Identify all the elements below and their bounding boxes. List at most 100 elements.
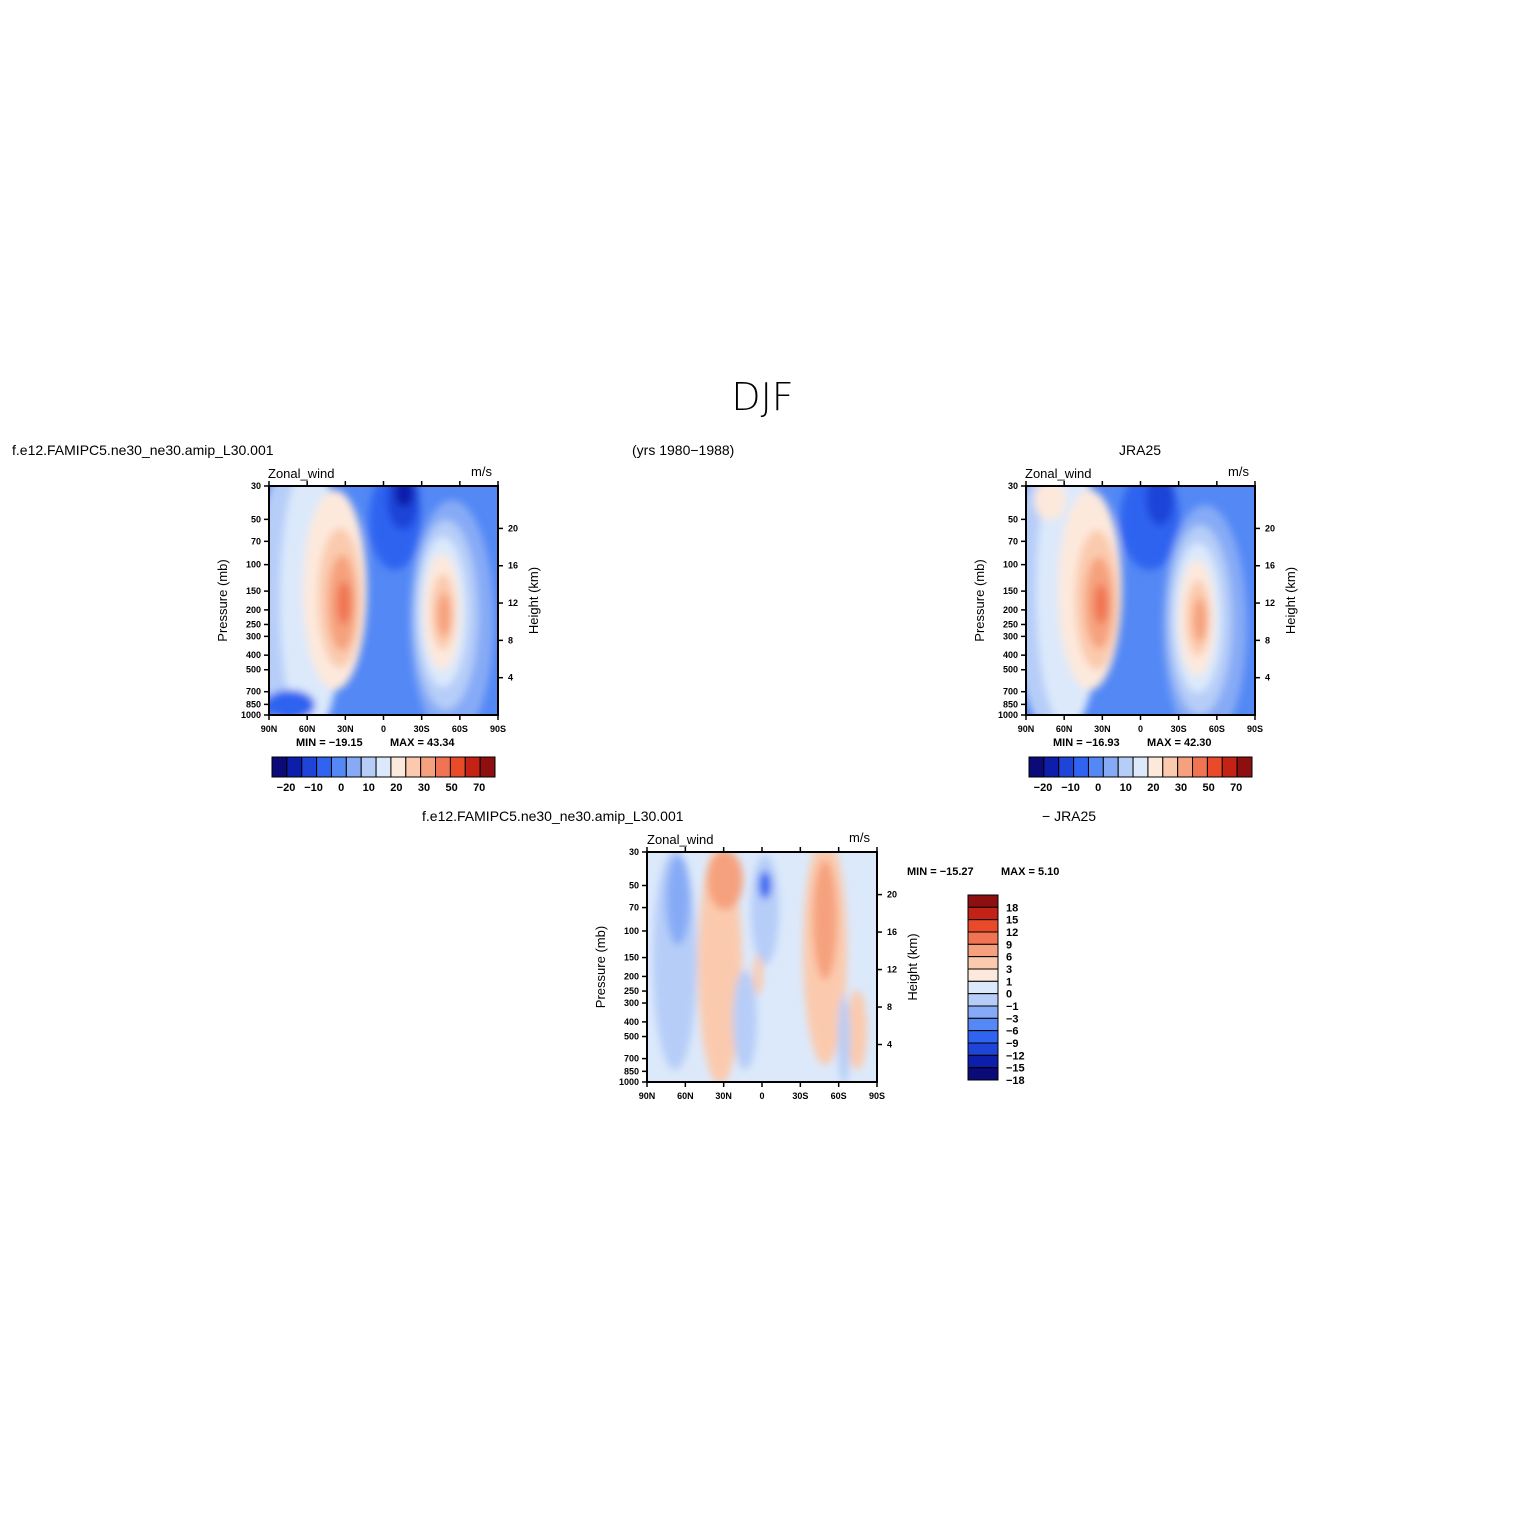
obs-colorbar-label: 0 — [1095, 782, 1101, 794]
model-panel — [268, 485, 499, 716]
model-ytick-label: 70 — [251, 536, 261, 546]
obs-colorbar-label: 20 — [1147, 782, 1159, 794]
obs-colorbar-label: 50 — [1202, 782, 1214, 794]
model-colorbar-swatch — [330, 756, 347, 778]
diff-sh-pos — [803, 852, 847, 1065]
obs-lighter-band — [1036, 486, 1100, 715]
model-nh-jet-core — [337, 581, 351, 625]
diff-xtick-label: 90N — [639, 1091, 656, 1101]
obs-xtick-label: 60N — [1056, 724, 1073, 734]
model-frame — [268, 485, 499, 716]
diff-ytick-label: 50 — [629, 881, 639, 891]
diff-colorbar-swatch — [967, 894, 999, 908]
diff-colorbar-label: −15 — [1006, 1063, 1025, 1075]
diff-panel-title: Zonal_wind — [647, 832, 714, 847]
model-ytick-label: 500 — [246, 665, 261, 675]
obs-xtick-label: 30N — [1094, 724, 1111, 734]
diff-ytick-label: 1000 — [619, 1077, 639, 1087]
diff-contour-field — [647, 852, 877, 1082]
obs-sh-jet-mid — [1186, 580, 1210, 656]
diff-ytick-label: 500 — [624, 1032, 639, 1042]
diff-ytick-label: 150 — [624, 953, 639, 963]
model-ytick-label: 700 — [246, 687, 261, 697]
obs-nh-jet-mid — [1075, 530, 1119, 670]
obs-ytick-label: 50 — [1008, 514, 1018, 524]
diff-colorbar-swatch — [967, 1030, 999, 1044]
model-panel-units: m/s — [471, 464, 492, 479]
obs-colorbar-swatch — [1221, 756, 1238, 778]
obs-colorbar-swatch — [1236, 756, 1253, 778]
obs-ytick-label: 850 — [1003, 699, 1018, 709]
obs-colorbar-swatch — [1192, 756, 1208, 778]
diff-ytick-label: 100 — [624, 926, 639, 936]
model-case-header: f.e12.FAMIPC5.ne30_ne30.amip_L30.001 — [12, 442, 274, 458]
obs-sh-jet-outer — [1179, 560, 1215, 676]
diff-colorbar-label: 3 — [1006, 964, 1012, 976]
diff-xtick-label: 30N — [715, 1091, 732, 1101]
diff-colorbar-swatch — [967, 1005, 999, 1019]
obs-min-label: MIN = −16.93 — [1053, 737, 1120, 749]
obs-nh-jet-core — [1094, 584, 1108, 624]
obs-header: JRA25 — [1119, 442, 1162, 458]
diff-sh-pos-core — [813, 860, 837, 980]
obs-y2tick-label: 20 — [1265, 523, 1275, 533]
diff-y2tick-label: 20 — [887, 890, 897, 900]
obs-colorbar-label: 10 — [1120, 782, 1132, 794]
diff-min-label: MIN = −15.27 — [907, 866, 974, 878]
obs-panel — [1025, 485, 1256, 716]
model-ylabel: Pressure (mb) — [215, 559, 230, 641]
obs-easterly-core — [1146, 486, 1174, 526]
model-y2tick-label: 20 — [508, 523, 518, 533]
obs-light-blue-band — [1026, 486, 1103, 715]
model-colorbar-label: 0 — [338, 782, 344, 794]
model-colorbar-swatch — [449, 756, 466, 778]
diff-sh-neg-low — [838, 995, 850, 1082]
model-colorbar-label: 10 — [363, 782, 375, 794]
diff-ytick-label: 850 — [624, 1066, 639, 1076]
obs-colorbar-swatch — [1028, 756, 1045, 778]
obs-max-label: MAX = 42.30 — [1147, 737, 1212, 749]
diff-y2label: Height (km) — [905, 933, 920, 1000]
model-ytick-label: 150 — [246, 586, 261, 596]
diff-colorbar-label: −18 — [1006, 1075, 1025, 1087]
obs-ytick-label: 200 — [1003, 605, 1018, 615]
obs-colorbar-swatch — [1147, 756, 1164, 778]
obs-colorbar-swatch — [1177, 756, 1194, 778]
model-ytick-label: 300 — [246, 631, 261, 641]
model-colorbar-swatch — [464, 756, 481, 778]
model-contour-field — [269, 486, 498, 715]
model-colorbar-swatch — [390, 756, 407, 778]
model-ytick-label: 250 — [246, 619, 261, 629]
obs-contour-field — [1026, 486, 1255, 715]
model-xtick-label: 90S — [490, 724, 506, 734]
model-max-label: MAX = 43.34 — [390, 737, 455, 749]
diff-case-header: f.e12.FAMIPC5.ne30_ne30.amip_L30.001 — [422, 808, 684, 824]
years-header: (yrs 1980−1988) — [632, 442, 735, 458]
obs-sh-pale — [1174, 543, 1222, 693]
model-colorbar-swatch — [316, 756, 332, 778]
diff-colorbar-swatch — [967, 956, 999, 970]
obs-colorbar-swatch — [1117, 756, 1134, 778]
model-sh-jet-mid — [431, 574, 455, 650]
model-easterly-outer — [369, 486, 421, 570]
diff-colorbar-label: 18 — [1006, 902, 1018, 914]
obs-ytick-label: 70 — [1008, 536, 1018, 546]
diff-y2tick-label: 12 — [887, 965, 897, 975]
obs-ytick-label: 700 — [1003, 687, 1018, 697]
diff-colorbar-swatch — [967, 1017, 999, 1032]
model-nh-jet-mid — [318, 528, 362, 668]
obs-colorbar-swatch — [1162, 756, 1179, 778]
model-light-blue-band — [269, 486, 345, 715]
diff-tropics-pos-top — [707, 852, 743, 910]
obs-y2tick-label: 12 — [1265, 598, 1275, 608]
obs-ytick-label: 150 — [1003, 586, 1018, 596]
model-colorbar-swatch — [301, 756, 318, 778]
model-colorbar-swatch — [345, 756, 362, 778]
model-xtick-label: 90N — [261, 724, 278, 734]
obs-y2label: Height (km) — [1283, 567, 1298, 634]
model-colorbar-label: −20 — [277, 782, 296, 794]
model-sh-jet-outer — [424, 554, 460, 670]
model-colorbar-swatch — [271, 756, 288, 778]
